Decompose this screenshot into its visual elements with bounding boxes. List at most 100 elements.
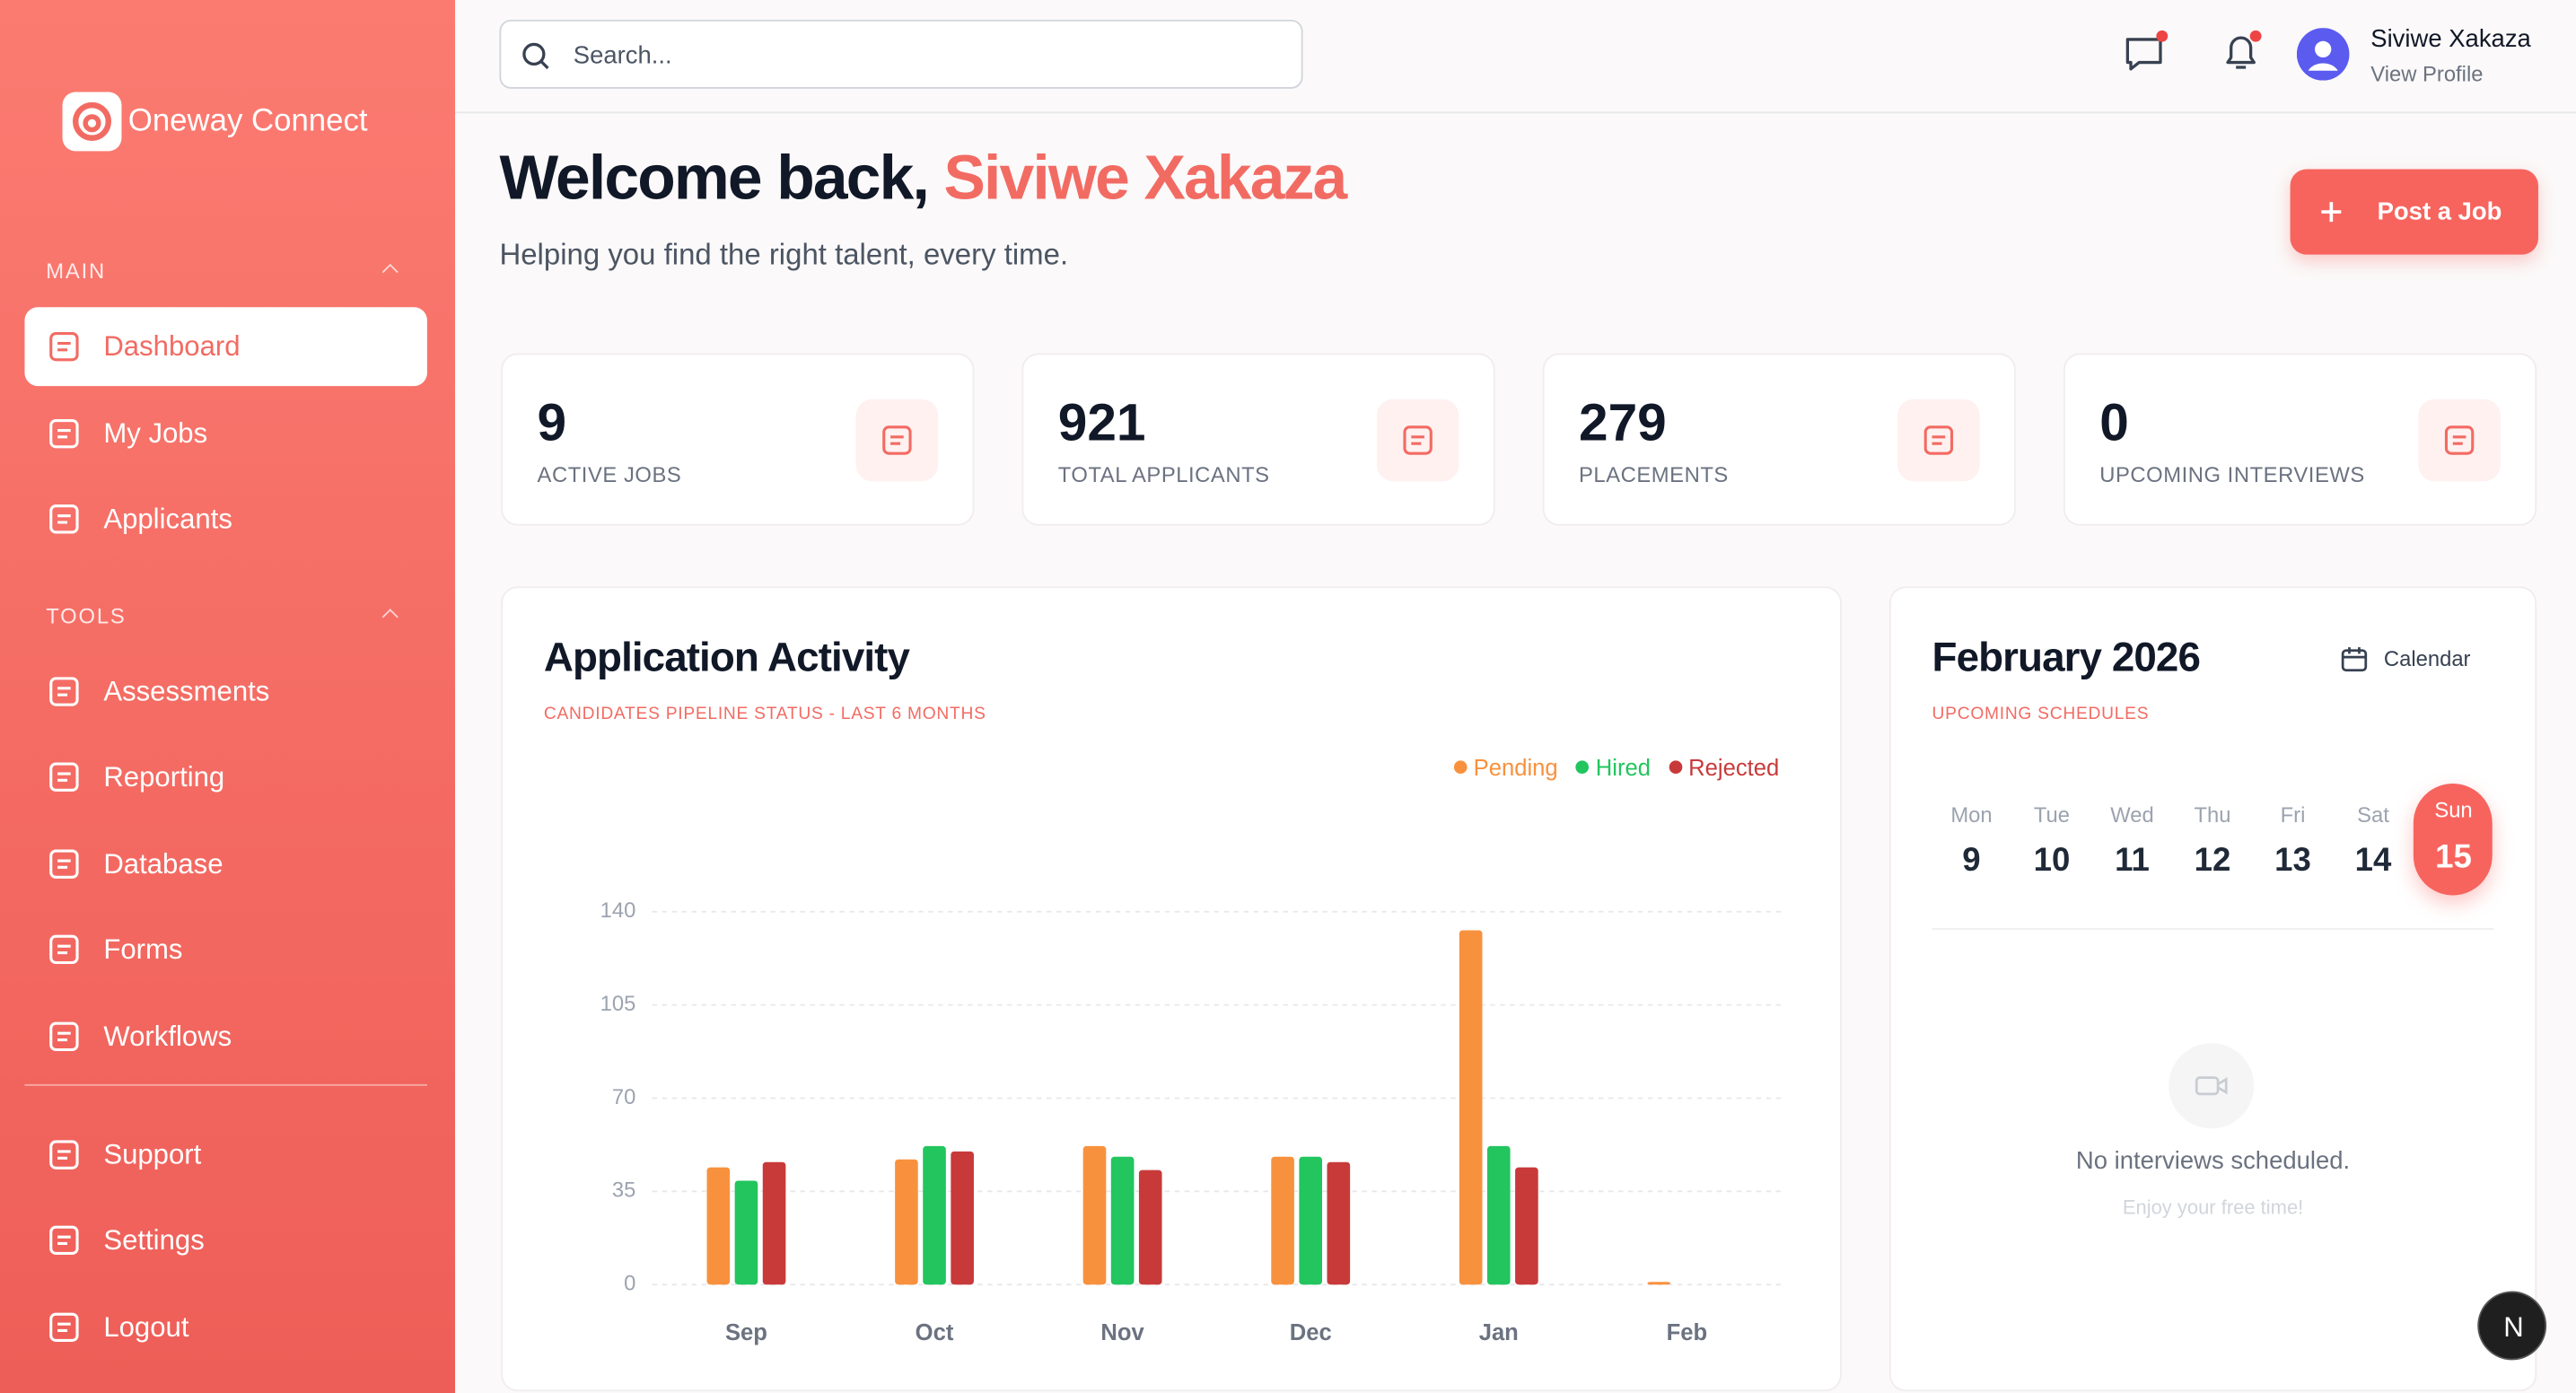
- day-date[interactable]: 10: [2033, 842, 2071, 880]
- day-date[interactable]: 13: [2274, 842, 2311, 880]
- legend-item[interactable]: Hired: [1575, 754, 1652, 781]
- icon-shape: [2444, 425, 2475, 455]
- legend-label: Pending: [1473, 754, 1558, 781]
- icon-shape: [49, 418, 79, 449]
- nav-item[interactable]: Assessments: [103, 676, 270, 707]
- nav-icon: [1923, 425, 1954, 455]
- search-placeholder: Search...: [573, 41, 672, 70]
- nav-item[interactable]: Applicants: [103, 503, 232, 535]
- icon-shape: [1932, 435, 1946, 445]
- empty-subtitle: Enjoy your free time!: [2122, 1196, 2304, 1220]
- post-job-label: Post a Job: [2377, 197, 2502, 226]
- x-tick-label: Feb: [1667, 1320, 1708, 1345]
- section-title: MAIN: [46, 258, 107, 284]
- user-name: Siviwe Xakaza: [2370, 25, 2531, 54]
- bar: [951, 1151, 974, 1285]
- icon-shape: [49, 1140, 79, 1170]
- welcome-subtitle: Helping you find the right talent, every…: [499, 238, 1069, 271]
- nav-icon: [49, 934, 79, 965]
- nav-item-active[interactable]: [24, 307, 427, 387]
- bar: [1138, 1170, 1162, 1285]
- header-divider: [455, 111, 2576, 114]
- section-title: TOOLS: [46, 603, 127, 629]
- weekday: Wed: [2110, 802, 2154, 828]
- welcome-name: Siviwe Xakaza: [943, 145, 1347, 214]
- stat-icon-box: [1376, 399, 1459, 482]
- nav-item[interactable]: My Jobs: [103, 417, 208, 450]
- day-date[interactable]: 9: [1962, 842, 1981, 880]
- stat-icon-box: [1897, 399, 1980, 482]
- post-job-button[interactable]: Post a Job: [2290, 169, 2538, 255]
- icon-shape: [57, 1235, 71, 1246]
- bar: [1271, 1156, 1294, 1285]
- icon-shape: [49, 762, 79, 792]
- bar: [895, 1159, 918, 1285]
- sidebar-divider: [24, 1083, 427, 1086]
- legend-dot: [1669, 760, 1682, 775]
- logo: [62, 92, 122, 152]
- nav-icon: [49, 1140, 79, 1170]
- day-date[interactable]: 14: [2354, 842, 2392, 880]
- icon-shape: [2452, 435, 2466, 445]
- bar: [706, 1167, 731, 1285]
- chart-subtitle: CANDIDATES PIPELINE STATUS - LAST 6 MONT…: [543, 704, 986, 724]
- day-date[interactable]: 12: [2194, 842, 2231, 880]
- nav-icon: [2444, 425, 2475, 455]
- nav-item[interactable]: Workflows: [103, 1021, 232, 1053]
- calendar-title: February 2026: [1932, 635, 2201, 681]
- dev-badge[interactable]: N: [2477, 1291, 2547, 1361]
- nav-icon: [49, 849, 79, 879]
- day-date[interactable]: 15: [2435, 839, 2472, 876]
- day-date[interactable]: 11: [2115, 842, 2150, 880]
- legend-label: Hired: [1595, 754, 1652, 781]
- bar: [1486, 1145, 1511, 1285]
- bar: [1110, 1156, 1135, 1285]
- stat-icon-box: [855, 399, 939, 482]
- calendar-button[interactable]: Calendar: [2383, 646, 2471, 671]
- x-tick-label: Nov: [1100, 1320, 1144, 1345]
- icon-shape: [890, 435, 904, 445]
- empty-title: No interviews scheduled.: [2075, 1147, 2351, 1176]
- search-box[interactable]: Search...: [499, 19, 1303, 89]
- nav-item[interactable]: Settings: [103, 1224, 205, 1257]
- calendar-card: [1888, 586, 2537, 1392]
- bar: [1327, 1161, 1351, 1285]
- legend-item[interactable]: Pending: [1453, 754, 1558, 781]
- nav-item[interactable]: Database: [103, 848, 223, 880]
- stat-label: ACTIVE JOBS: [537, 462, 682, 487]
- icon-shape: [1411, 435, 1424, 445]
- calendar-icon: [2341, 647, 2368, 672]
- icon-shape: [57, 428, 71, 439]
- messages-icon[interactable]: [2123, 26, 2169, 75]
- stat-value: 9: [537, 392, 567, 452]
- nav-item[interactable]: Reporting: [103, 761, 225, 793]
- nav-item[interactable]: Dashboard: [103, 330, 241, 363]
- icon-shape: [49, 1225, 79, 1255]
- bar: [1515, 1167, 1538, 1285]
- icon-shape: [49, 331, 79, 362]
- notifications-icon[interactable]: [2218, 26, 2264, 75]
- profile-link[interactable]: View Profile: [2370, 61, 2484, 87]
- greeting: Welcome back,: [499, 145, 929, 214]
- y-tick-label: 70: [612, 1085, 635, 1109]
- legend-dot: [1453, 760, 1468, 775]
- bar: [923, 1145, 946, 1285]
- nav-icon: [49, 1225, 79, 1255]
- bar: [734, 1180, 758, 1285]
- icon-shape: [57, 1150, 71, 1160]
- legend: Pending Hired Rejected: [1453, 754, 1779, 781]
- x-tick-label: Dec: [1290, 1320, 1332, 1345]
- icon-shape: [57, 1031, 71, 1042]
- legend-dot: [1575, 760, 1590, 775]
- nav-icon: [882, 425, 912, 455]
- x-tick-label: Sep: [725, 1320, 767, 1345]
- avatar[interactable]: [2296, 28, 2350, 81]
- icon-shape: [57, 1322, 71, 1333]
- nav-item[interactable]: Support: [103, 1139, 202, 1171]
- bar: [1647, 1282, 1671, 1285]
- icon-shape: [49, 677, 79, 706]
- nav-item[interactable]: Forms: [103, 933, 183, 966]
- nav-item[interactable]: Logout: [103, 1311, 189, 1344]
- legend-item[interactable]: Rejected: [1669, 756, 1779, 779]
